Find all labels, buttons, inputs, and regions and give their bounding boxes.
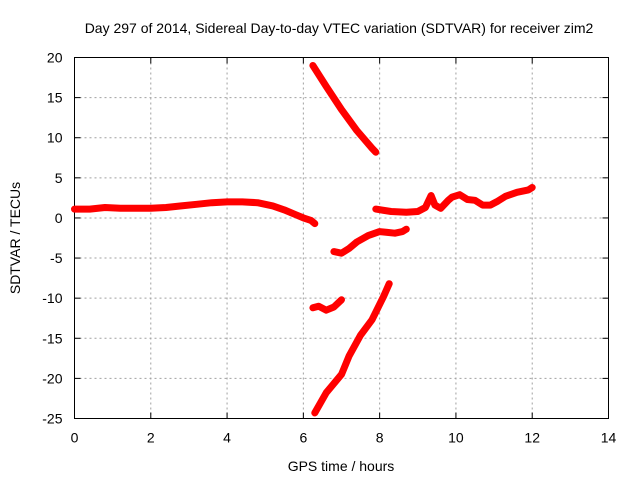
x-tick-label: 2 xyxy=(147,430,155,446)
series-line-4 xyxy=(372,184,536,216)
y-axis-label: SDTVAR / TECUs xyxy=(7,182,23,294)
y-tick-label: 10 xyxy=(47,130,63,146)
x-tick-label: 0 xyxy=(71,430,79,446)
series-line-5 xyxy=(309,296,345,314)
axis-ticks xyxy=(74,57,609,419)
x-tick-label: 12 xyxy=(524,430,540,446)
series-line-6 xyxy=(311,280,393,417)
x-tick-label: 10 xyxy=(448,430,464,446)
y-tick-label: -25 xyxy=(42,411,62,427)
y-tick-label: 5 xyxy=(55,170,63,186)
y-tick-label: -5 xyxy=(50,250,63,266)
series-line-1 xyxy=(71,198,319,228)
y-tick-label: 20 xyxy=(47,50,63,66)
y-tick-label: 0 xyxy=(55,210,63,226)
chart-title: Day 297 of 2014, Sidereal Day-to-day VTE… xyxy=(85,20,594,36)
y-tick-label: 15 xyxy=(47,90,63,106)
series-line-3 xyxy=(330,225,410,257)
x-tick-label: 14 xyxy=(601,430,617,446)
x-tick-labels: 0 2 4 6 8 10 12 14 xyxy=(71,430,617,446)
plot-frame xyxy=(74,57,609,419)
series-line-2 xyxy=(309,62,380,156)
series-group xyxy=(71,62,536,417)
y-tick-label: -15 xyxy=(42,330,62,346)
x-tick-label: 8 xyxy=(376,430,384,446)
x-tick-label: 4 xyxy=(223,430,231,446)
x-axis-label: GPS time / hours xyxy=(288,458,395,474)
x-tick-label: 6 xyxy=(299,430,307,446)
y-tick-labels: -25 -20 -15 -10 -5 0 5 10 15 20 xyxy=(42,50,62,427)
y-tick-label: -10 xyxy=(42,290,62,306)
y-tick-label: -20 xyxy=(42,370,62,386)
